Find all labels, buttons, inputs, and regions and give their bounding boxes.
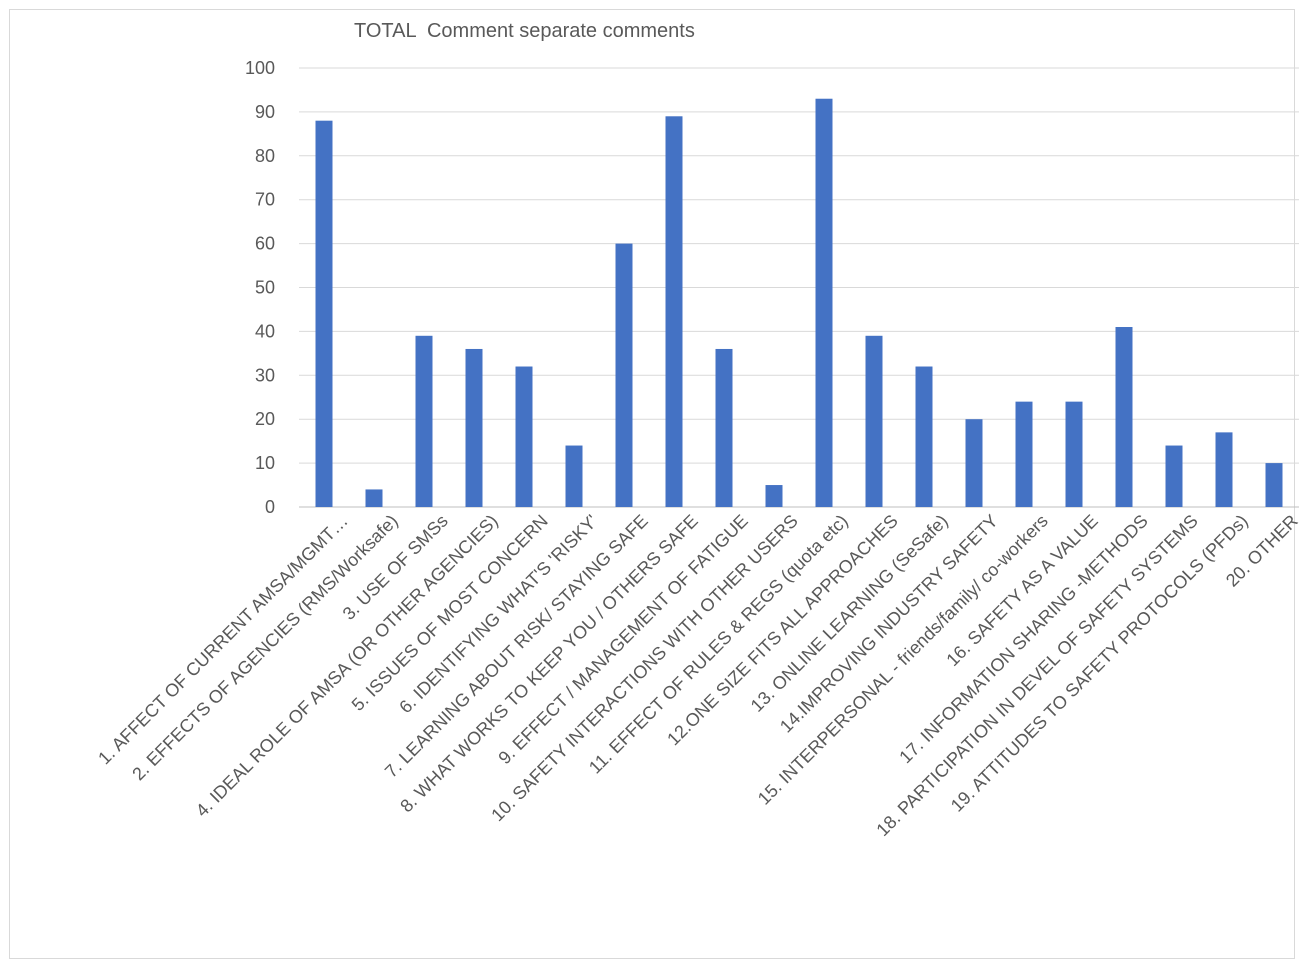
bar bbox=[816, 99, 833, 507]
y-tick-label: 10 bbox=[255, 453, 275, 473]
bar bbox=[1066, 402, 1083, 507]
x-category-label: 1. AFFECT OF CURRENT AMSA/MGMT… bbox=[94, 511, 352, 769]
bar bbox=[316, 121, 333, 507]
y-tick-label: 50 bbox=[255, 278, 275, 298]
bar bbox=[666, 116, 683, 507]
y-tick-label: 60 bbox=[255, 234, 275, 254]
bar bbox=[766, 485, 783, 507]
x-axis-labels: 1. AFFECT OF CURRENT AMSA/MGMT…2. EFFECT… bbox=[94, 511, 1301, 840]
y-tick-label: 20 bbox=[255, 409, 275, 429]
bar bbox=[616, 244, 633, 507]
y-axis-ticks: 0 10 20 30 40 50 60 70 80 90 100 bbox=[245, 58, 275, 517]
y-tick-label: 100 bbox=[245, 58, 275, 78]
x-category-label: 12.ONE SIZE FITS ALL APPROACHES bbox=[663, 511, 902, 750]
y-tick-label: 40 bbox=[255, 321, 275, 341]
y-tick-label: 0 bbox=[265, 497, 275, 517]
bar bbox=[716, 349, 733, 507]
y-tick-label: 70 bbox=[255, 190, 275, 210]
bar bbox=[416, 336, 433, 507]
bar bbox=[1016, 402, 1033, 507]
bar bbox=[866, 336, 883, 507]
bar bbox=[916, 367, 933, 507]
y-tick-label: 90 bbox=[255, 102, 275, 122]
bar bbox=[966, 419, 983, 507]
y-tick-label: 80 bbox=[255, 146, 275, 166]
bar bbox=[1216, 432, 1233, 507]
y-tick-label: 30 bbox=[255, 365, 275, 385]
bar bbox=[516, 367, 533, 507]
bar bbox=[466, 349, 483, 507]
bar bbox=[1266, 463, 1283, 507]
gridlines bbox=[299, 68, 1299, 507]
bar bbox=[1166, 446, 1183, 507]
bars bbox=[316, 99, 1283, 507]
bar bbox=[366, 489, 383, 507]
bar bbox=[1116, 327, 1133, 507]
bar bbox=[566, 446, 583, 507]
